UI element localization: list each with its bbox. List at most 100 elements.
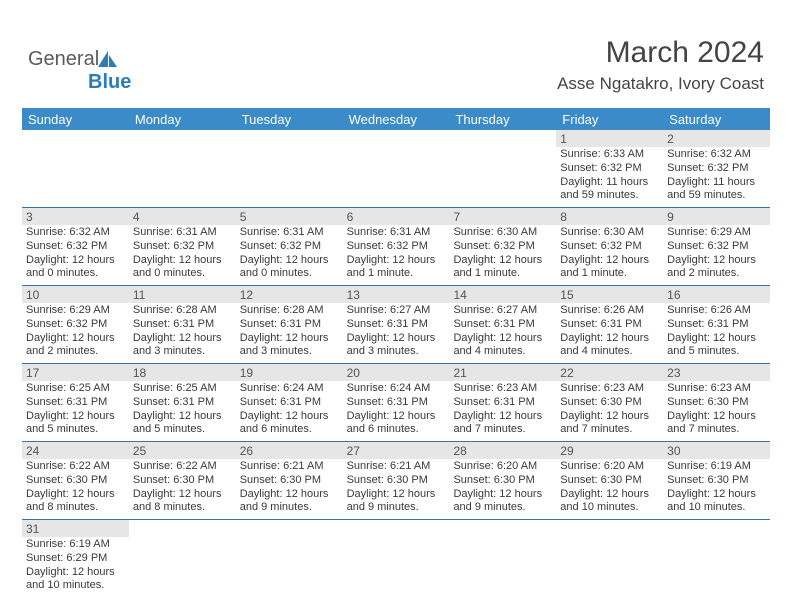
sunset-text: Sunset: 6:32 PM: [133, 240, 232, 254]
day-number: 3: [22, 208, 129, 225]
sunrise-text: Sunrise: 6:33 AM: [560, 148, 659, 162]
logo: General Blue: [28, 48, 131, 94]
daylight-text: Daylight: 12 hours and 10 minutes.: [667, 488, 766, 516]
day-cell: 25Sunrise: 6:22 AMSunset: 6:30 PMDayligh…: [129, 442, 236, 519]
day-cell: 12Sunrise: 6:28 AMSunset: 6:31 PMDayligh…: [236, 286, 343, 363]
daylight-text: Daylight: 12 hours and 3 minutes.: [133, 332, 232, 360]
day-cell: 2Sunrise: 6:32 AMSunset: 6:32 PMDaylight…: [663, 130, 770, 207]
daylight-text: Daylight: 11 hours and 59 minutes.: [560, 176, 659, 204]
sunset-text: Sunset: 6:32 PM: [560, 162, 659, 176]
day-cell: 19Sunrise: 6:24 AMSunset: 6:31 PMDayligh…: [236, 364, 343, 441]
daylight-text: Daylight: 12 hours and 5 minutes.: [667, 332, 766, 360]
sunrise-text: Sunrise: 6:24 AM: [240, 382, 339, 396]
day-number: 26: [236, 442, 343, 459]
title-month: March 2024: [557, 36, 764, 70]
day-number: 9: [663, 208, 770, 225]
sunset-text: Sunset: 6:31 PM: [133, 396, 232, 410]
day-header: Friday: [556, 112, 663, 127]
sunset-text: Sunset: 6:29 PM: [26, 552, 125, 566]
day-cell-empty: [343, 520, 450, 597]
sunrise-text: Sunrise: 6:20 AM: [453, 460, 552, 474]
day-body: Sunrise: 6:23 AMSunset: 6:31 PMDaylight:…: [449, 381, 556, 441]
day-number: 31: [22, 520, 129, 537]
day-cell: 20Sunrise: 6:24 AMSunset: 6:31 PMDayligh…: [343, 364, 450, 441]
daylight-text: Daylight: 12 hours and 6 minutes.: [240, 410, 339, 438]
sunrise-text: Sunrise: 6:29 AM: [26, 304, 125, 318]
day-number: 10: [22, 286, 129, 303]
daylight-text: Daylight: 12 hours and 0 minutes.: [133, 254, 232, 282]
day-cell: 22Sunrise: 6:23 AMSunset: 6:30 PMDayligh…: [556, 364, 663, 441]
logo-text-general: General: [28, 48, 99, 70]
sunset-text: Sunset: 6:32 PM: [26, 318, 125, 332]
day-cell-empty: [343, 130, 450, 207]
day-cell: 13Sunrise: 6:27 AMSunset: 6:31 PMDayligh…: [343, 286, 450, 363]
daylight-text: Daylight: 12 hours and 0 minutes.: [26, 254, 125, 282]
daylight-text: Daylight: 12 hours and 5 minutes.: [133, 410, 232, 438]
sunrise-text: Sunrise: 6:22 AM: [26, 460, 125, 474]
sunrise-text: Sunrise: 6:19 AM: [26, 538, 125, 552]
day-number: 2: [663, 130, 770, 147]
daylight-text: Daylight: 12 hours and 4 minutes.: [453, 332, 552, 360]
daylight-text: Daylight: 12 hours and 10 minutes.: [26, 566, 125, 594]
day-number: 22: [556, 364, 663, 381]
day-body: Sunrise: 6:32 AMSunset: 6:32 PMDaylight:…: [663, 147, 770, 207]
calendar-week: 24Sunrise: 6:22 AMSunset: 6:30 PMDayligh…: [22, 442, 770, 520]
calendar-week: 3Sunrise: 6:32 AMSunset: 6:32 PMDaylight…: [22, 208, 770, 286]
sunset-text: Sunset: 6:31 PM: [240, 396, 339, 410]
day-cell-empty: [236, 520, 343, 597]
day-number: 21: [449, 364, 556, 381]
day-cell: 31Sunrise: 6:19 AMSunset: 6:29 PMDayligh…: [22, 520, 129, 597]
sunrise-text: Sunrise: 6:31 AM: [133, 226, 232, 240]
day-number: 28: [449, 442, 556, 459]
day-number-empty: [236, 130, 343, 147]
day-number: 18: [129, 364, 236, 381]
day-number: 15: [556, 286, 663, 303]
daylight-text: Daylight: 12 hours and 6 minutes.: [347, 410, 446, 438]
sunset-text: Sunset: 6:31 PM: [347, 396, 446, 410]
sunset-text: Sunset: 6:32 PM: [240, 240, 339, 254]
day-cell-empty: [129, 520, 236, 597]
day-cell: 17Sunrise: 6:25 AMSunset: 6:31 PMDayligh…: [22, 364, 129, 441]
daylight-text: Daylight: 12 hours and 0 minutes.: [240, 254, 339, 282]
sunrise-text: Sunrise: 6:32 AM: [26, 226, 125, 240]
daylight-text: Daylight: 12 hours and 10 minutes.: [560, 488, 659, 516]
sunset-text: Sunset: 6:31 PM: [240, 318, 339, 332]
sunrise-text: Sunrise: 6:21 AM: [347, 460, 446, 474]
day-number: 1: [556, 130, 663, 147]
day-cell: 6Sunrise: 6:31 AMSunset: 6:32 PMDaylight…: [343, 208, 450, 285]
sunrise-text: Sunrise: 6:21 AM: [240, 460, 339, 474]
day-cell: 10Sunrise: 6:29 AMSunset: 6:32 PMDayligh…: [22, 286, 129, 363]
sunset-text: Sunset: 6:30 PM: [560, 474, 659, 488]
day-cell: 21Sunrise: 6:23 AMSunset: 6:31 PMDayligh…: [449, 364, 556, 441]
day-header: Saturday: [663, 112, 770, 127]
day-number: 6: [343, 208, 450, 225]
sunrise-text: Sunrise: 6:28 AM: [133, 304, 232, 318]
day-cell: 7Sunrise: 6:30 AMSunset: 6:32 PMDaylight…: [449, 208, 556, 285]
sunrise-text: Sunrise: 6:26 AM: [560, 304, 659, 318]
day-number: 8: [556, 208, 663, 225]
daylight-text: Daylight: 12 hours and 1 minute.: [453, 254, 552, 282]
sunset-text: Sunset: 6:30 PM: [667, 474, 766, 488]
day-body: Sunrise: 6:27 AMSunset: 6:31 PMDaylight:…: [449, 303, 556, 363]
day-number: 7: [449, 208, 556, 225]
daylight-text: Daylight: 12 hours and 9 minutes.: [453, 488, 552, 516]
sunset-text: Sunset: 6:31 PM: [133, 318, 232, 332]
page-title: March 2024 Asse Ngatakro, Ivory Coast: [557, 36, 764, 94]
sunset-text: Sunset: 6:31 PM: [347, 318, 446, 332]
daylight-text: Daylight: 12 hours and 2 minutes.: [667, 254, 766, 282]
day-cell: 14Sunrise: 6:27 AMSunset: 6:31 PMDayligh…: [449, 286, 556, 363]
day-header: Tuesday: [236, 112, 343, 127]
daylight-text: Daylight: 12 hours and 8 minutes.: [26, 488, 125, 516]
daylight-text: Daylight: 12 hours and 7 minutes.: [453, 410, 552, 438]
day-cell: 27Sunrise: 6:21 AMSunset: 6:30 PMDayligh…: [343, 442, 450, 519]
day-header: Monday: [129, 112, 236, 127]
sail-icon: [97, 50, 119, 68]
day-number: 20: [343, 364, 450, 381]
day-cell: 3Sunrise: 6:32 AMSunset: 6:32 PMDaylight…: [22, 208, 129, 285]
sunset-text: Sunset: 6:30 PM: [560, 396, 659, 410]
day-body: Sunrise: 6:20 AMSunset: 6:30 PMDaylight:…: [556, 459, 663, 519]
day-body: Sunrise: 6:29 AMSunset: 6:32 PMDaylight:…: [22, 303, 129, 363]
day-cell-empty: [236, 130, 343, 207]
sunrise-text: Sunrise: 6:25 AM: [133, 382, 232, 396]
sunset-text: Sunset: 6:31 PM: [26, 396, 125, 410]
